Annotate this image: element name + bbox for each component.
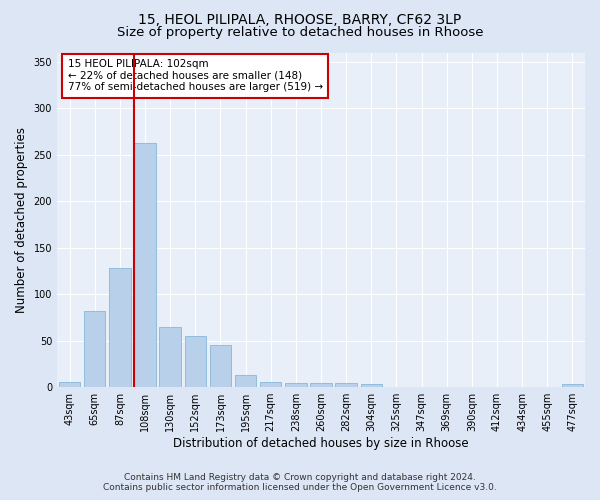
Bar — [310, 382, 332, 387]
Bar — [285, 382, 307, 387]
Y-axis label: Number of detached properties: Number of detached properties — [15, 127, 28, 313]
Bar — [185, 336, 206, 387]
Text: Contains HM Land Registry data © Crown copyright and database right 2024.
Contai: Contains HM Land Registry data © Crown c… — [103, 473, 497, 492]
Bar — [84, 311, 106, 387]
Bar — [160, 327, 181, 387]
Bar — [562, 384, 583, 387]
Bar — [260, 382, 281, 387]
Bar — [361, 384, 382, 387]
Text: 15, HEOL PILIPALA, RHOOSE, BARRY, CF62 3LP: 15, HEOL PILIPALA, RHOOSE, BARRY, CF62 3… — [139, 12, 461, 26]
Bar — [134, 142, 156, 387]
Bar — [109, 268, 131, 387]
Bar — [59, 382, 80, 387]
Bar — [335, 382, 357, 387]
Bar — [235, 375, 256, 387]
X-axis label: Distribution of detached houses by size in Rhoose: Distribution of detached houses by size … — [173, 437, 469, 450]
Bar — [210, 346, 231, 387]
Text: Size of property relative to detached houses in Rhoose: Size of property relative to detached ho… — [117, 26, 483, 39]
Text: 15 HEOL PILIPALA: 102sqm
← 22% of detached houses are smaller (148)
77% of semi-: 15 HEOL PILIPALA: 102sqm ← 22% of detach… — [68, 59, 323, 92]
